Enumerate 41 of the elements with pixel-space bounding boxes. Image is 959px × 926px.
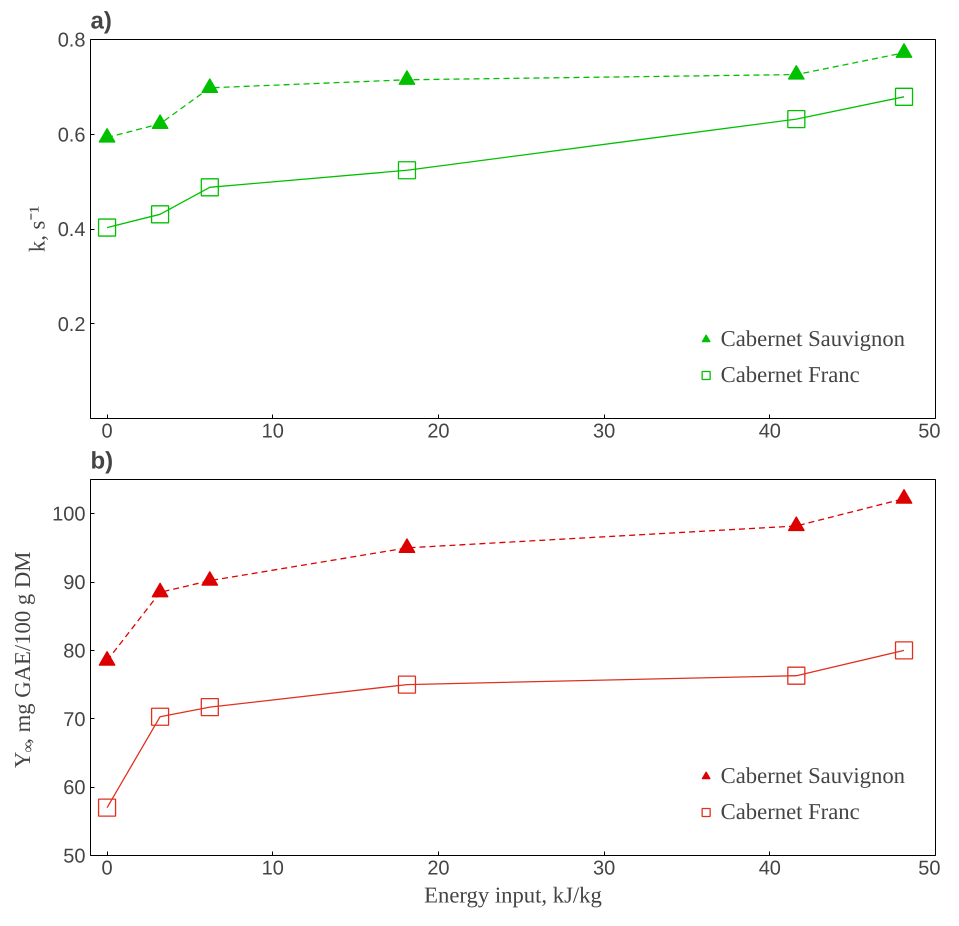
y-tick-label: 90 <box>63 572 86 594</box>
y-tick-label: 0.6 <box>58 124 86 146</box>
point <box>152 582 169 598</box>
point <box>896 488 913 504</box>
point <box>894 641 914 660</box>
chart-title: a) <box>90 8 112 34</box>
point <box>398 538 416 553</box>
y-axis-title: Y∞, mg GAE/100 g DM <box>10 552 37 768</box>
x-tick-label: 40 <box>758 420 781 442</box>
legend-label: Cabernet Franc <box>720 799 860 825</box>
y-tick-label: 100 <box>52 504 86 526</box>
x-tick-label: 50 <box>918 858 941 880</box>
point <box>201 570 218 586</box>
legend-label: Cabernet Sauvignon <box>720 326 905 352</box>
x-tick-label: 0 <box>102 858 113 880</box>
point <box>98 798 116 817</box>
x-tick-label: 20 <box>427 420 450 442</box>
y-tick-label: 0.8 <box>58 30 86 52</box>
point <box>787 666 806 685</box>
x-tick-label: 30 <box>593 420 616 442</box>
y-tick-label: 70 <box>63 708 86 731</box>
x-tick-label: 10 <box>262 858 284 880</box>
legend-label: Cabernet Sauvignon <box>720 763 905 789</box>
x-axis-title: Energy input, kJ/kg <box>424 882 602 908</box>
y-tick-label: 0.4 <box>58 219 86 241</box>
point <box>788 516 805 532</box>
x-tick-label: 10 <box>262 420 284 442</box>
y-tick-label: 0.2 <box>58 314 86 336</box>
x-tick-label: 40 <box>758 858 781 880</box>
y-axis-title: k, s⁻¹ <box>24 206 50 252</box>
y-tick-label: 80 <box>63 640 86 662</box>
chart-title: b) <box>90 448 114 474</box>
point <box>200 698 219 716</box>
y-tick-label: 60 <box>63 777 86 800</box>
point <box>398 675 416 694</box>
x-tick-label: 20 <box>427 858 450 880</box>
point <box>150 708 170 726</box>
x-tick-label: 50 <box>918 420 941 442</box>
legend-label: Cabernet Franc <box>720 362 860 388</box>
x-tick-label: 0 <box>102 420 113 442</box>
x-tick-label: 30 <box>593 858 616 880</box>
